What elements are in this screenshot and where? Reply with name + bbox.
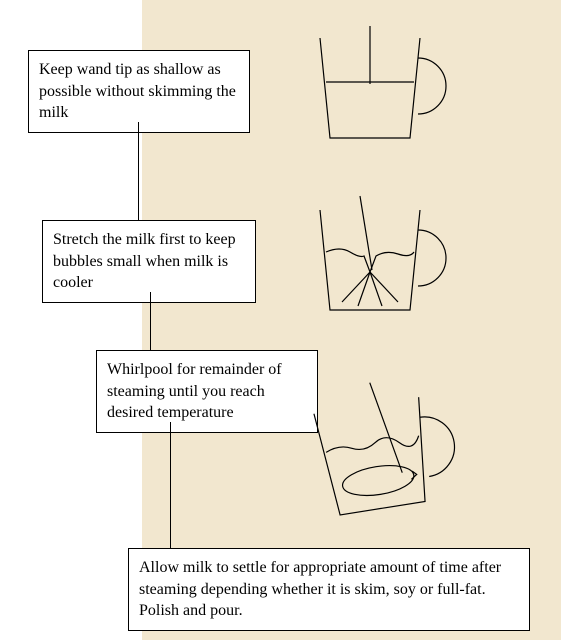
pitcher-illustration-1 xyxy=(290,18,460,158)
step-text-4: Allow milk to settle for appropriate amo… xyxy=(139,559,501,619)
pitcher-illustration-3 xyxy=(290,380,470,530)
connector-1-2 xyxy=(138,122,139,220)
step-text-2: Stretch the milk first to keep bubbles s… xyxy=(53,231,236,291)
connector-3-4 xyxy=(170,422,171,548)
step-box-2: Stretch the milk first to keep bubbles s… xyxy=(42,220,256,303)
step-text-1: Keep wand tip as shallow as possible wit… xyxy=(39,61,236,121)
connector-2-3 xyxy=(150,292,151,350)
step-text-3: Whirlpool for remainder of steaming unti… xyxy=(107,361,282,421)
pitcher-illustration-2 xyxy=(290,190,460,330)
step-box-4: Allow milk to settle for appropriate amo… xyxy=(128,548,530,631)
step-box-3: Whirlpool for remainder of steaming unti… xyxy=(96,350,318,433)
step-box-1: Keep wand tip as shallow as possible wit… xyxy=(28,50,250,133)
